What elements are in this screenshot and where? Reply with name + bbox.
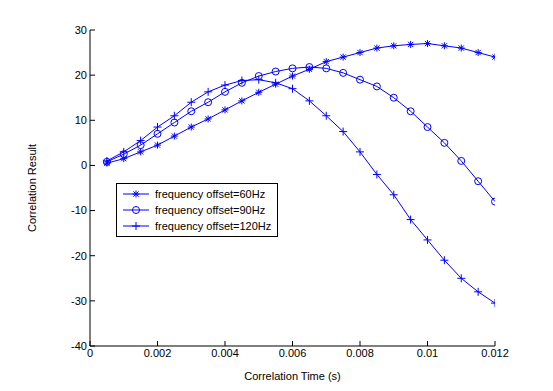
svg-text:Correlation Time (s): Correlation Time (s) bbox=[244, 370, 341, 382]
svg-text:0.004: 0.004 bbox=[211, 347, 239, 359]
svg-text:10: 10 bbox=[75, 114, 87, 126]
svg-text:0.006: 0.006 bbox=[279, 347, 307, 359]
svg-text:-10: -10 bbox=[71, 204, 87, 216]
svg-text:-30: -30 bbox=[71, 295, 87, 307]
svg-text:0.01: 0.01 bbox=[417, 347, 438, 359]
svg-text:-40: -40 bbox=[71, 340, 87, 352]
svg-text:0.008: 0.008 bbox=[346, 347, 374, 359]
svg-text:Correlation Result: Correlation Result bbox=[26, 144, 38, 232]
svg-text:0.002: 0.002 bbox=[144, 347, 172, 359]
svg-text:-20: -20 bbox=[71, 250, 87, 262]
html-text:frequency offset=120Hz: frequency offset=120Hz bbox=[155, 220, 272, 232]
svg-text:20: 20 bbox=[75, 69, 87, 81]
html-text:frequency offset=60Hz: frequency offset=60Hz bbox=[155, 188, 266, 200]
svg-text:0.012: 0.012 bbox=[481, 347, 509, 359]
html-text:frequency offset=90Hz: frequency offset=90Hz bbox=[155, 204, 266, 216]
svg-text:0: 0 bbox=[87, 347, 93, 359]
svg-text:0: 0 bbox=[81, 159, 87, 171]
svg-text:30: 30 bbox=[75, 24, 87, 36]
